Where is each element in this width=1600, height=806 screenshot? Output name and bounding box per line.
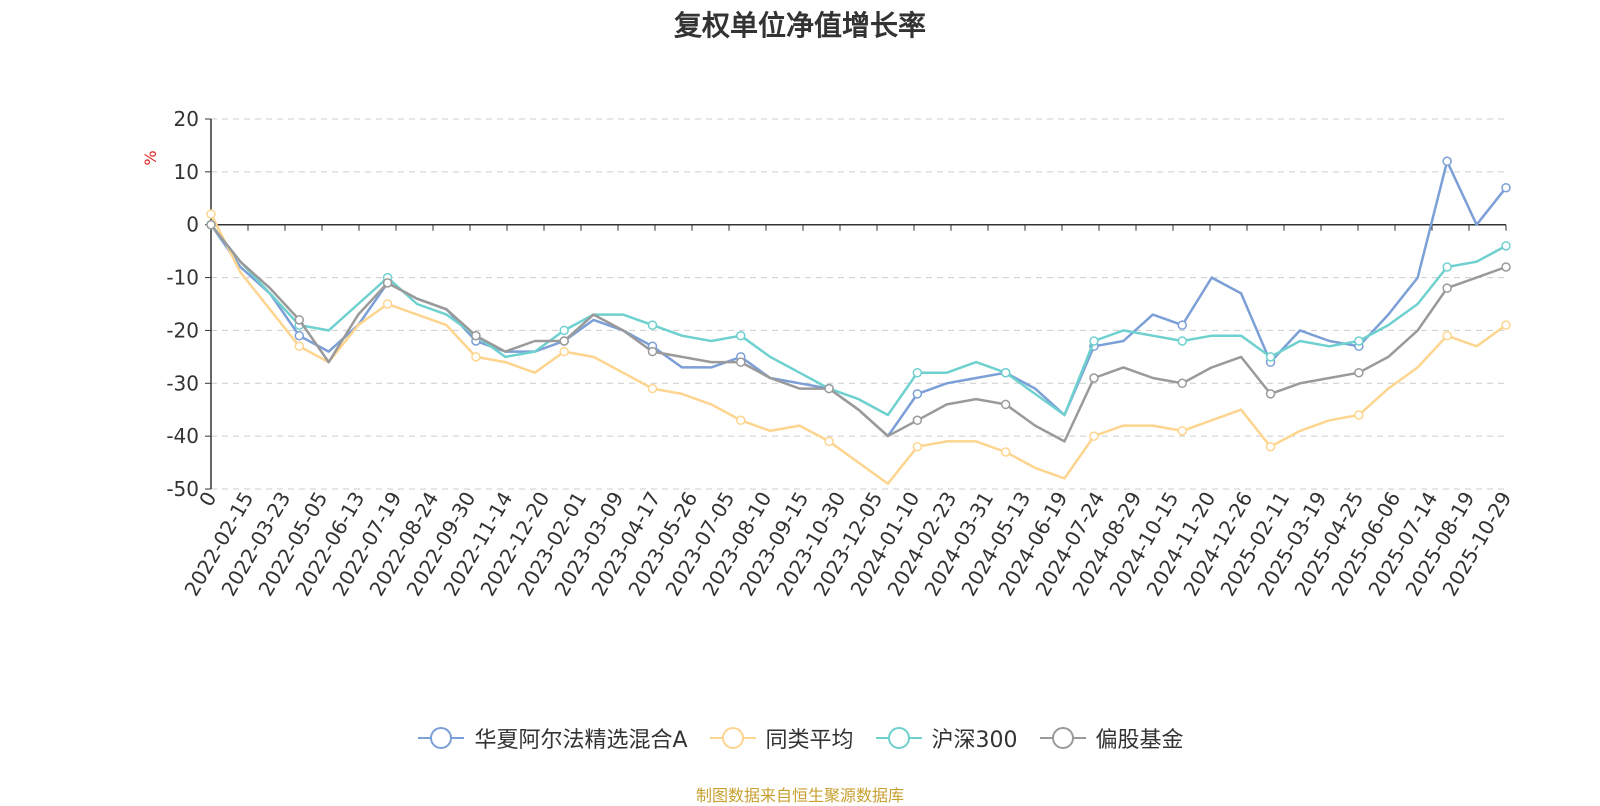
- legend-line-circle-icon: [875, 727, 922, 749]
- series-point-1: [1000, 447, 1011, 457]
- series-point-1: [1177, 426, 1187, 436]
- series-point-2: [559, 325, 569, 336]
- series-point-3: [647, 346, 658, 357]
- legend-item-1[interactable]: 同类平均: [708, 722, 854, 754]
- series-point-3: [1089, 373, 1099, 383]
- series-point-2: [912, 367, 923, 378]
- series-point-3: [1354, 367, 1364, 378]
- series-point-1: [1089, 431, 1099, 441]
- series-point-1: [382, 299, 393, 309]
- series-point-1: [1354, 410, 1364, 420]
- series-point-2: [1354, 336, 1364, 346]
- legend-line-circle-icon: [709, 727, 756, 749]
- legend-item-0[interactable]: 华夏阿尔法精选混合A: [416, 722, 688, 754]
- series-point-3: [1265, 389, 1276, 399]
- series-point-3: [736, 357, 746, 367]
- series-point-0: [912, 389, 923, 399]
- series-point-1: [559, 346, 569, 357]
- series-point-0: [294, 330, 305, 341]
- chart-title: 复权单位净值增长率: [673, 9, 926, 42]
- series-lines: [206, 156, 1511, 485]
- y-tick-label: -30: [166, 371, 199, 395]
- y-tick-label: -20: [166, 318, 199, 342]
- tick-labels: 20100-10-20-30-40-50%02022-02-152022-03-…: [141, 107, 1516, 600]
- x-tick-label: 0: [194, 488, 221, 511]
- y-tick-label: -40: [166, 424, 199, 448]
- series-point-2: [736, 330, 746, 341]
- source-note: 制图数据来自恒生聚源数据库: [695, 786, 904, 805]
- y-tick-label: 20: [174, 107, 199, 131]
- series-point-2: [1501, 241, 1511, 251]
- legend-label: 沪深300: [931, 728, 1018, 753]
- series-point-1: [736, 415, 746, 426]
- grid-lines: [211, 118, 1506, 490]
- series-point-3: [1501, 262, 1511, 272]
- series-line-3: [210, 223, 1507, 443]
- series-point-2: [647, 320, 658, 330]
- legend-label: 同类平均: [765, 728, 854, 753]
- series-line-0: [209, 160, 1507, 438]
- series-point-3: [824, 383, 834, 394]
- y-tick-label: -50: [166, 477, 199, 501]
- y-tick-label: 0: [186, 213, 199, 237]
- legend-line-circle-icon: [418, 727, 465, 749]
- series-point-3: [1177, 378, 1187, 389]
- series-point-1: [1265, 441, 1276, 452]
- legend-item-2[interactable]: 沪深300: [874, 722, 1018, 754]
- series-point-2: [1265, 352, 1276, 362]
- series-point-0: [1177, 320, 1187, 330]
- series-point-0: [1501, 182, 1511, 193]
- legend-label: 偏股基金: [1095, 728, 1184, 753]
- series-point-2: [1000, 367, 1011, 378]
- series-point-2: [1089, 336, 1099, 346]
- series-point-3: [1000, 399, 1011, 410]
- series-point-3: [471, 330, 481, 341]
- series-point-3: [559, 336, 569, 346]
- series-line-1: [209, 213, 1507, 485]
- series-point-0: [1442, 156, 1452, 167]
- series-point-2: [1442, 262, 1452, 272]
- series-point-1: [824, 436, 834, 447]
- series-point-1: [1501, 320, 1511, 330]
- series-point-3: [382, 278, 393, 288]
- series-point-1: [1442, 330, 1452, 341]
- series-point-1: [471, 352, 481, 362]
- legend-line-circle-icon: [1039, 727, 1086, 749]
- y-tick-label: -10: [166, 266, 199, 290]
- legend-item-3[interactable]: 偏股基金: [1038, 722, 1184, 754]
- series-point-1: [912, 441, 923, 452]
- series-point-3: [206, 219, 216, 230]
- series-point-3: [1442, 283, 1452, 293]
- y-axis-label: %: [141, 150, 160, 165]
- legend-label: 华夏阿尔法精选混合A: [474, 728, 688, 753]
- series-point-1: [206, 209, 216, 219]
- legend: 华夏阿尔法精选混合A 同类平均 沪深300 偏股基金: [0, 722, 1600, 754]
- y-tick-label: 10: [174, 160, 199, 184]
- series-point-2: [1177, 336, 1187, 346]
- axes: [205, 118, 1507, 490]
- series-point-1: [647, 383, 658, 394]
- series-point-3: [912, 415, 923, 426]
- series-point-3: [294, 315, 305, 325]
- series-point-1: [294, 341, 305, 352]
- series-line-2: [210, 223, 1507, 417]
